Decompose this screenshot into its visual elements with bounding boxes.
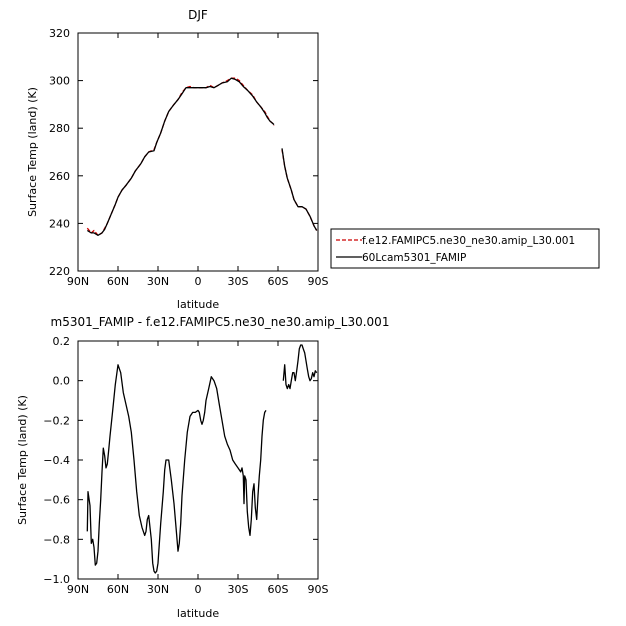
bottom-series-0-line	[86, 364, 267, 574]
top-y-tick-label: 220	[49, 265, 70, 278]
legend-label-cesm: f.e12.FAMIPC5.ne30_ne30.amip_L30.001	[362, 235, 575, 247]
bottom-x-tick-label: 90N	[67, 583, 89, 596]
bottom-x-tick-label: 60S	[268, 583, 289, 596]
top-series-lines	[86, 77, 318, 236]
bottom-y-tick-label: −0.4	[43, 454, 70, 467]
top-y-tick-label: 320	[49, 27, 70, 40]
top-y-tick-label: 240	[49, 217, 70, 230]
bottom-chart-title: m5301_FAMIP - f.e12.FAMIPC5.ne30_ne30.am…	[51, 315, 390, 329]
legend-label-60lcam: 60Lcam5301_FAMIP	[362, 252, 466, 264]
bottom-series-lines	[86, 344, 318, 574]
bottom-x-tick-label: 90S	[308, 583, 329, 596]
bottom-x-tick-label: 60N	[107, 583, 129, 596]
bottom-y-tick-label: −1.0	[43, 573, 70, 586]
bottom-ticks: 90N 60N 30N 0 30S 60S 90S −1.0 −0.8 −0.6 −0.4 −0.2 0…	[43, 335, 328, 596]
top-x-tick-label: 60S	[268, 275, 289, 288]
bottom-x-tick-label: 0	[195, 583, 202, 596]
bottom-x-tick-label: 30N	[147, 583, 169, 596]
bottom-plot-frame	[77, 340, 319, 580]
bottom-y-tick-label: 0.2	[53, 335, 71, 348]
bottom-y-tick-label: 0.0	[53, 375, 71, 388]
bottom-y-tick-label: −0.6	[43, 494, 70, 507]
bottom-x-tick-label: 30S	[228, 583, 249, 596]
top-x-tick-label: 30N	[147, 275, 169, 288]
legend-box	[330, 228, 600, 269]
top-x-tick-label: 0	[195, 275, 202, 288]
top-panel: DJF 90N 60N 30N 0 30S 60S 90S 220 240 260 280 300 32…	[26, 8, 329, 311]
top-x-axis-label: latitude	[177, 298, 219, 311]
legend: f.e12.FAMIPC5.ne30_ne30.amip_L30.001 60L…	[330, 228, 600, 269]
top-series-0-line	[86, 77, 275, 236]
top-series-1-line	[281, 148, 318, 231]
top-ticks: 90N 60N 30N 0 30S 60S 90S 220 240 260 280 300 320	[49, 27, 329, 288]
bottom-y-tick-label: −0.2	[43, 414, 70, 427]
bottom-y-tick-label: −0.8	[43, 533, 70, 546]
top-series-1-line	[86, 77, 275, 236]
top-x-tick-label: 30S	[228, 275, 249, 288]
top-y-tick-label: 300	[49, 75, 70, 88]
top-y-tick-label: 260	[49, 170, 70, 183]
bottom-y-axis-label: Surface Temp (land) (K)	[16, 395, 29, 525]
top-x-tick-label: 60N	[107, 275, 129, 288]
bottom-panel: m5301_FAMIP - f.e12.FAMIPC5.ne30_ne30.am…	[16, 315, 389, 620]
top-chart-title: DJF	[188, 8, 208, 22]
top-y-axis-label: Surface Temp (land) (K)	[26, 87, 39, 217]
top-y-tick-label: 280	[49, 122, 70, 135]
top-x-tick-label: 90N	[67, 275, 89, 288]
bottom-x-axis-label: latitude	[177, 607, 219, 620]
bottom-series-0-line	[282, 344, 318, 390]
top-x-tick-label: 90S	[308, 275, 329, 288]
